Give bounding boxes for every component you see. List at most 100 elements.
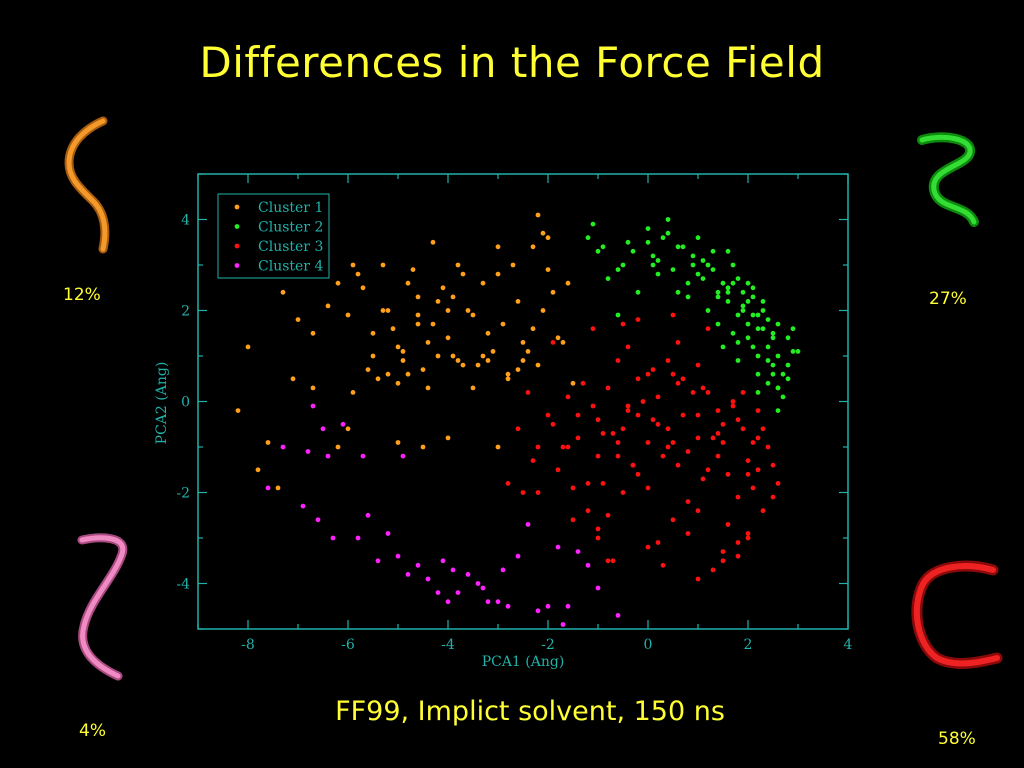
data-point	[690, 262, 696, 268]
data-point	[495, 444, 501, 450]
data-point	[590, 326, 596, 332]
cluster-3-structure-icon	[911, 560, 1003, 669]
data-point	[600, 431, 606, 436]
data-point	[555, 544, 561, 550]
data-point	[380, 308, 386, 313]
data-point	[625, 408, 631, 413]
data-point	[495, 271, 501, 277]
data-point	[325, 453, 331, 459]
series-3	[505, 312, 781, 582]
data-point	[720, 421, 726, 427]
data-point	[775, 408, 781, 413]
data-point	[620, 321, 626, 327]
data-point	[445, 599, 451, 605]
data-point	[455, 358, 461, 363]
data-point	[395, 380, 401, 386]
data-point	[380, 262, 386, 268]
data-point	[785, 376, 791, 382]
data-point	[295, 317, 301, 322]
data-point	[430, 321, 436, 327]
data-point	[710, 435, 716, 441]
data-point	[750, 344, 756, 350]
data-point	[760, 299, 766, 304]
data-point	[745, 458, 751, 463]
data-point	[685, 280, 691, 286]
legend-marker	[234, 224, 240, 229]
data-point	[445, 308, 451, 313]
data-point	[630, 248, 636, 254]
data-point	[770, 462, 776, 468]
data-point	[780, 394, 786, 400]
data-point	[585, 481, 591, 486]
data-point	[670, 267, 676, 272]
data-point	[770, 371, 776, 377]
data-point	[520, 358, 526, 363]
data-point	[335, 444, 341, 450]
data-point	[745, 321, 751, 327]
data-point	[515, 553, 521, 559]
data-point	[605, 276, 611, 281]
data-point	[360, 453, 366, 459]
data-point	[700, 476, 706, 482]
data-point	[500, 567, 506, 573]
data-point	[745, 299, 751, 304]
data-point	[455, 262, 461, 268]
data-point	[695, 435, 701, 441]
data-point	[410, 267, 416, 272]
data-point	[750, 485, 756, 491]
cluster-2-percent: 27%	[929, 289, 967, 309]
data-point	[395, 553, 401, 559]
data-point	[685, 531, 691, 536]
data-point	[675, 289, 681, 295]
data-point	[440, 558, 446, 564]
data-point	[685, 294, 691, 300]
data-point	[690, 253, 696, 259]
data-point	[545, 267, 551, 272]
data-point	[675, 380, 681, 386]
data-point	[735, 312, 741, 318]
data-point	[525, 390, 531, 395]
data-point	[565, 444, 571, 450]
data-point	[640, 399, 646, 404]
data-point	[675, 244, 681, 250]
data-point	[665, 444, 671, 450]
data-point	[310, 330, 316, 336]
data-point	[755, 408, 761, 413]
data-point	[705, 390, 711, 395]
data-point	[505, 376, 511, 382]
data-point	[575, 435, 581, 441]
data-point	[485, 358, 491, 363]
data-point	[565, 394, 571, 400]
data-point	[725, 522, 731, 527]
data-point	[415, 562, 421, 568]
data-point	[695, 576, 701, 582]
data-point	[790, 326, 796, 332]
data-point	[720, 344, 726, 350]
data-point	[665, 217, 671, 222]
data-point	[400, 453, 406, 459]
cluster-1-structure-icon	[64, 116, 110, 254]
data-point	[615, 312, 621, 318]
data-point	[395, 440, 401, 445]
legend-label: Cluster 3	[258, 239, 323, 255]
data-point	[690, 390, 696, 395]
data-point	[370, 330, 376, 336]
data-point	[480, 585, 486, 591]
data-point	[405, 280, 411, 286]
data-point	[345, 312, 351, 318]
data-point	[530, 458, 536, 463]
data-point	[745, 535, 751, 541]
data-point	[615, 453, 621, 459]
data-point	[715, 431, 721, 436]
data-point	[780, 371, 786, 377]
data-point	[650, 262, 656, 268]
legend-marker	[234, 263, 240, 268]
data-point	[480, 353, 486, 359]
data-point	[770, 330, 776, 336]
data-point	[725, 285, 731, 291]
data-point	[730, 403, 736, 409]
data-point	[560, 340, 566, 345]
data-point	[675, 462, 681, 468]
data-point	[505, 603, 511, 609]
data-point	[265, 485, 271, 491]
